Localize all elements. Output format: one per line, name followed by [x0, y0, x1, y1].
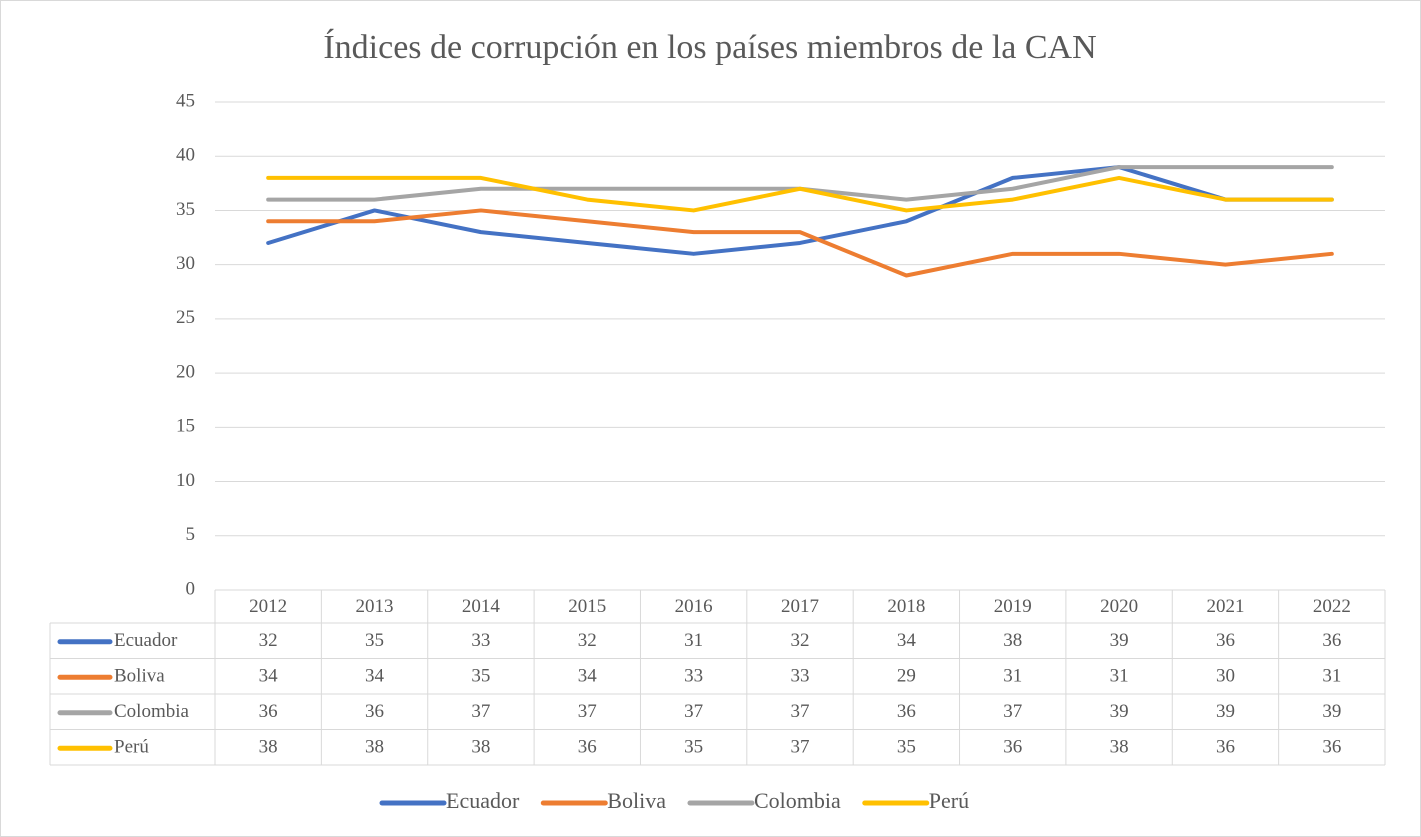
x-tick-label: 2014: [462, 596, 501, 617]
y-tick-label: 45: [176, 90, 195, 111]
table-value: 31: [1322, 666, 1341, 687]
table-value: 30: [1216, 666, 1235, 687]
table-value: 36: [1216, 737, 1235, 758]
table-value: 33: [684, 666, 703, 687]
table-value: 34: [365, 666, 385, 687]
table-value: 36: [897, 701, 916, 722]
table-value: 31: [1110, 666, 1129, 687]
table-value: 37: [578, 701, 597, 722]
series-line: [266, 208, 1334, 278]
table-value: 37: [1003, 701, 1022, 722]
y-tick-label: 40: [176, 145, 195, 166]
table-value: 31: [1003, 666, 1022, 687]
x-tick-label: 2021: [1206, 596, 1244, 617]
x-tick-label: 2019: [994, 596, 1032, 617]
table-row-label: Ecuador: [114, 630, 178, 651]
table-row-label: Boliva: [114, 666, 165, 687]
table-value: 38: [365, 737, 384, 758]
y-tick-label: 20: [176, 361, 195, 382]
series-line: [266, 175, 1334, 213]
y-tick-label: 10: [176, 470, 195, 491]
legend-label: Ecuador: [446, 788, 520, 813]
table-value: 35: [471, 666, 490, 687]
x-tick-label: 2017: [781, 596, 819, 617]
table-value: 38: [1003, 630, 1022, 651]
chart-title: Índices de corrupción en los países miem…: [323, 29, 1096, 66]
table-row-label: Colombia: [114, 701, 190, 722]
table-value: 38: [259, 737, 278, 758]
x-tick-label: 2012: [249, 596, 287, 617]
y-tick-label: 15: [176, 416, 195, 437]
table-value: 36: [1216, 630, 1235, 651]
y-tick-label: 0: [186, 578, 196, 599]
table-value: 35: [897, 737, 916, 758]
table-value: 36: [1003, 737, 1022, 758]
y-tick-label: 30: [176, 253, 195, 274]
table-value: 29: [897, 666, 916, 687]
y-tick-label: 25: [176, 307, 195, 328]
table-value: 32: [578, 630, 597, 651]
table-value: 33: [471, 630, 490, 651]
y-tick-label: 5: [186, 524, 196, 545]
table-value: 37: [791, 737, 810, 758]
table-value: 33: [791, 666, 810, 687]
table-value: 38: [471, 737, 490, 758]
x-tick-label: 2016: [675, 596, 713, 617]
table-value: 37: [684, 701, 703, 722]
table-value: 39: [1110, 701, 1129, 722]
x-tick-label: 2013: [356, 596, 394, 617]
table-value: 32: [259, 630, 278, 651]
table-row-label: Perú: [114, 737, 149, 758]
table-value: 36: [1322, 630, 1341, 651]
x-tick-label: 2020: [1100, 596, 1138, 617]
table-value: 39: [1216, 701, 1235, 722]
table-value: 36: [1322, 737, 1341, 758]
legend-label: Boliva: [607, 788, 666, 813]
table-value: 37: [471, 701, 490, 722]
table-value: 35: [684, 737, 703, 758]
table-value: 39: [1110, 630, 1129, 651]
table-value: 39: [1322, 701, 1341, 722]
table-value: 38: [1110, 737, 1129, 758]
legend-label: Perú: [929, 788, 969, 813]
x-tick-label: 2015: [568, 596, 606, 617]
table-value: 31: [684, 630, 703, 651]
table-value: 35: [365, 630, 384, 651]
table-value: 36: [578, 737, 597, 758]
table-value: 36: [259, 701, 278, 722]
x-tick-label: 2022: [1313, 596, 1351, 617]
y-tick-label: 35: [176, 199, 195, 220]
x-tick-label: 2018: [887, 596, 925, 617]
table-value: 37: [791, 701, 810, 722]
table-value: 34: [259, 666, 279, 687]
legend-label: Colombia: [754, 788, 841, 813]
table-value: 34: [578, 666, 598, 687]
table-value: 36: [365, 701, 384, 722]
table-value: 32: [791, 630, 810, 651]
series-line: [266, 165, 1334, 256]
table-value: 34: [897, 630, 917, 651]
